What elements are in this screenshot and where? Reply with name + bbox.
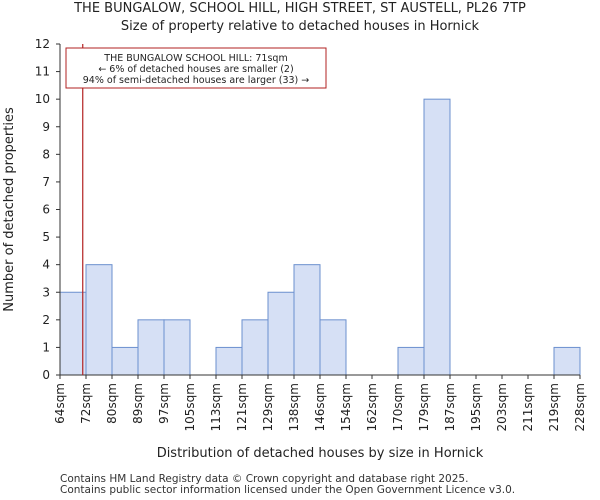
y-tick-label: 12 [35,37,50,51]
x-tick-label: 105sqm [183,383,197,431]
chart-subtitle: Size of property relative to detached ho… [120,19,480,34]
bar [85,264,113,376]
x-tick-label: 219sqm [547,383,561,431]
x-tick-label: 187sqm [443,383,457,431]
bar [241,319,269,376]
footer-line-2: Contains public sector information licen… [60,484,516,496]
bar [111,346,139,376]
y-tick-label: 9 [42,120,50,134]
y-tick-label: 5 [42,230,50,244]
y-tick-label: 4 [42,258,50,272]
x-tick-label: 113sqm [209,383,223,431]
x-tick-label: 121sqm [235,383,249,431]
bar [137,319,165,376]
x-tick-label: 170sqm [391,383,405,431]
x-tick-label: 211sqm [521,383,535,431]
y-tick-label: 3 [42,285,50,299]
x-tick-label: 154sqm [339,383,353,431]
bar [59,291,87,376]
x-tick-label: 129sqm [261,383,275,431]
y-tick-label: 8 [42,147,50,161]
x-tick-label: 162sqm [365,383,379,431]
x-tick-label: 80sqm [105,383,119,424]
annotation-line: ← 6% of detached houses are smaller (2) [98,64,293,75]
bar [553,346,581,376]
x-tick-label: 146sqm [313,383,327,431]
bar [293,264,321,376]
y-tick-label: 10 [35,92,50,106]
y-axis-label: Number of detached properties [2,107,17,312]
bar [163,319,191,376]
bar [397,346,425,376]
x-tick-label: 228sqm [573,383,587,431]
bar [423,98,451,376]
y-tick-label: 2 [42,313,50,327]
bar [267,291,295,376]
annotation-line: THE BUNGALOW SCHOOL HILL: 71sqm [103,53,287,64]
annotation-line: 94% of semi-detached houses are larger (… [83,75,310,86]
y-tick-label: 1 [42,340,50,354]
y-tick-label: 11 [35,65,50,79]
y-tick-label: 6 [42,203,50,217]
x-tick-label: 64sqm [53,383,67,424]
bar [319,319,347,376]
x-axis-label: Distribution of detached houses by size … [157,446,484,461]
x-tick-label: 203sqm [495,383,509,431]
annotation-box [65,47,327,89]
x-tick-label: 72sqm [79,383,93,424]
x-tick-label: 138sqm [287,383,301,431]
x-tick-label: 179sqm [417,383,431,431]
chart-title: THE BUNGALOW, SCHOOL HILL, HIGH STREET, … [74,1,526,16]
y-tick-label: 7 [42,175,50,189]
x-tick-label: 195sqm [469,383,483,431]
bar [215,346,243,376]
x-tick-label: 97sqm [157,383,171,424]
x-tick-label: 89sqm [131,383,145,424]
footer-line-1: Contains HM Land Registry data © Crown c… [60,473,469,485]
y-tick-label: 0 [42,368,50,382]
